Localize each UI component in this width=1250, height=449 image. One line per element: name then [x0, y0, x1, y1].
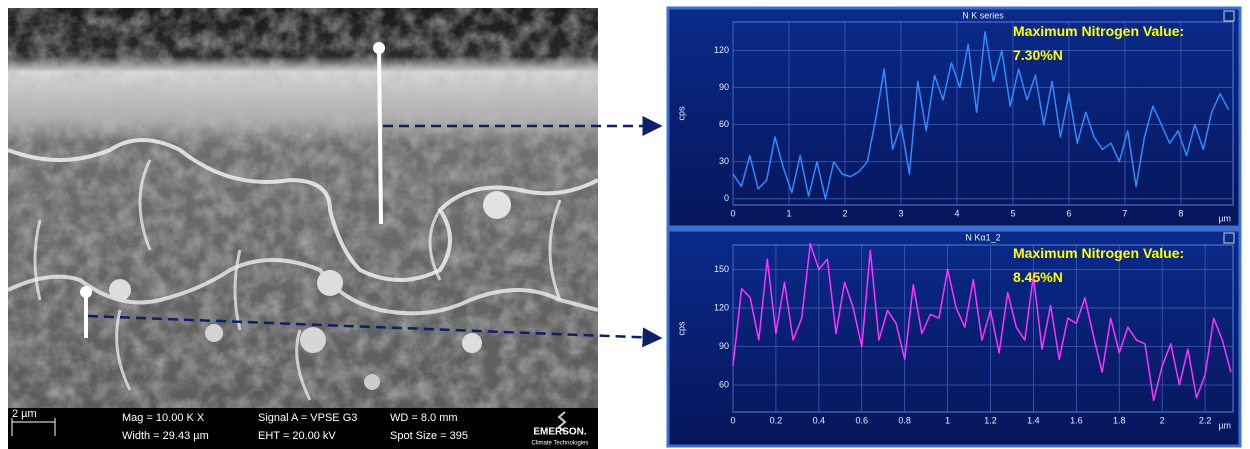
sem-image: 2 µm Mag = 10.00 K X Width = 29.43 µm Si…	[8, 8, 598, 449]
y-tick-label: 90	[719, 82, 729, 92]
x-tick-label: 1	[945, 415, 950, 425]
logo-sub: Climate Technologies	[532, 441, 589, 447]
x-tick-label: 0.2	[770, 415, 783, 425]
x-tick-label: 1	[786, 208, 791, 218]
x-tick-label: 2	[842, 208, 847, 218]
x-tick-label: 0.6	[855, 415, 868, 425]
annotation: Maximum Nitrogen Value:	[1013, 23, 1184, 39]
x-tick-label: 2.2	[1199, 415, 1212, 425]
x-tick-label: 1.6	[1070, 415, 1083, 425]
x-tick-label: 1.4	[1027, 415, 1040, 425]
x-axis-label: µm	[1218, 213, 1231, 223]
y-tick-label: 120	[714, 45, 729, 55]
y-tick-label: 60	[719, 379, 729, 389]
x-tick-label: 4	[954, 208, 959, 218]
y-tick-label: 120	[714, 302, 729, 312]
y-axis-label: cps	[676, 106, 686, 121]
chart-title: N Kα1_2	[965, 232, 1000, 242]
x-tick-label: 3	[898, 208, 903, 218]
x-tick-label: 5	[1010, 208, 1015, 218]
mag: Mag = 10.00 K X	[122, 412, 205, 424]
x-tick-label: 0.4	[813, 415, 826, 425]
signal: Signal A = VPSE G3	[258, 412, 357, 424]
y-tick-label: 60	[719, 119, 729, 129]
x-axis-label: µm	[1218, 420, 1231, 430]
annotation: 7.30%N	[1013, 47, 1063, 63]
x-tick-label: 7	[1122, 208, 1127, 218]
y-tick-label: 90	[719, 341, 729, 351]
x-tick-label: 0	[730, 208, 735, 218]
figure: 2 µm Mag = 10.00 K X Width = 29.43 µm Si…	[0, 0, 1250, 449]
annotation: Maximum Nitrogen Value:	[1013, 245, 1184, 261]
x-tick-label: 2	[1160, 415, 1165, 425]
x-tick-label: 0	[730, 415, 735, 425]
chart-title: N K series	[962, 10, 1004, 20]
logo: EMERSON.	[533, 427, 587, 438]
x-tick-label: 8	[1178, 208, 1183, 218]
eht: EHT = 20.00 kV	[258, 430, 336, 442]
y-axis-label: cps	[676, 321, 686, 336]
x-tick-label: 1.8	[1113, 415, 1126, 425]
annotation: 8.45%N	[1013, 269, 1063, 285]
wd: WD = 8.0 mm	[390, 412, 458, 424]
x-tick-label: 1.2	[984, 415, 997, 425]
y-tick-label: 30	[719, 156, 729, 166]
spot-size: Spot Size = 395	[390, 430, 468, 442]
x-tick-label: 6	[1066, 208, 1071, 218]
panel	[668, 8, 1240, 227]
x-tick-label: 0.8	[898, 415, 911, 425]
panel	[668, 230, 1240, 446]
y-tick-label: 0	[724, 193, 729, 203]
y-tick-label: 150	[714, 264, 729, 274]
width: Width = 29.43 µm	[122, 430, 209, 442]
scale-bar-label: 2 µm	[12, 408, 37, 420]
